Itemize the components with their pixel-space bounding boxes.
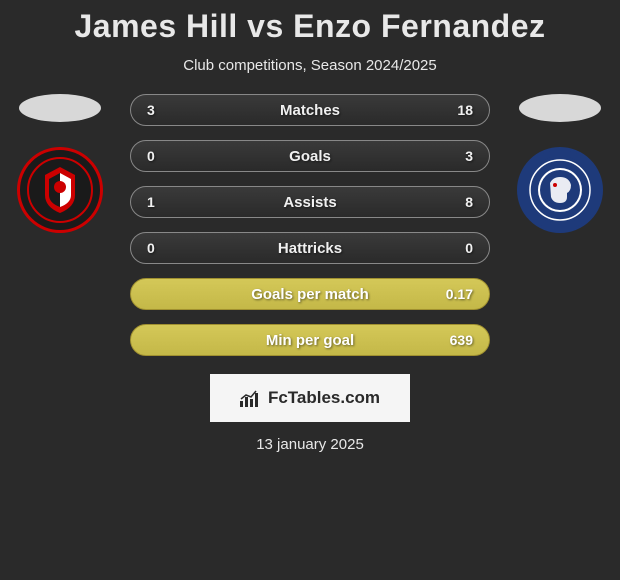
subtitle: Club competitions, Season 2024/2025 [0,57,620,74]
stat-left-value: 0 [147,148,177,164]
stats-column: 3 Matches 18 0 Goals 3 1 Assists 8 0 Hat… [130,94,490,356]
stat-left-value: 3 [147,102,177,118]
stat-label: Goals [289,148,331,165]
stat-label: Matches [280,102,340,119]
stat-right-value: 8 [443,194,473,210]
chelsea-crest-icon [525,155,595,225]
stat-bar-hattricks: 0 Hattricks 0 [130,232,490,264]
player1-column [10,94,110,233]
stat-label: Goals per match [251,286,369,303]
date: 13 january 2025 [256,436,364,453]
stat-right-value: 0.17 [443,286,473,302]
stat-bar-assists: 1 Assists 8 [130,186,490,218]
stat-label: Assists [283,194,336,211]
logo-text: FcTables.com [268,388,380,408]
stat-bar-goals-per-match: Goals per match 0.17 [130,278,490,310]
page-title: James Hill vs Enzo Fernandez [0,8,620,45]
stat-right-value: 18 [443,102,473,118]
stat-right-value: 3 [443,148,473,164]
bournemouth-crest-icon [25,155,95,225]
stat-bar-min-per-goal: Min per goal 639 [130,324,490,356]
player2-silhouette [519,94,601,122]
header: James Hill vs Enzo Fernandez Club compet… [0,0,620,74]
stat-right-value: 639 [443,332,473,348]
comparison-content: 3 Matches 18 0 Goals 3 1 Assists 8 0 Hat… [0,94,620,356]
player1-silhouette [19,94,101,122]
player1-club-badge [17,147,103,233]
stat-left-value: 0 [147,240,177,256]
player2-column [510,94,610,233]
stat-label: Min per goal [266,332,354,349]
player2-club-badge [517,147,603,233]
chart-icon [240,389,262,407]
stat-label: Hattricks [278,240,342,257]
stat-bar-goals: 0 Goals 3 [130,140,490,172]
stat-left-value: 1 [147,194,177,210]
stat-bar-matches: 3 Matches 18 [130,94,490,126]
stat-right-value: 0 [443,240,473,256]
fctables-logo: FcTables.com [210,374,410,422]
footer: FcTables.com 13 january 2025 [0,374,620,453]
